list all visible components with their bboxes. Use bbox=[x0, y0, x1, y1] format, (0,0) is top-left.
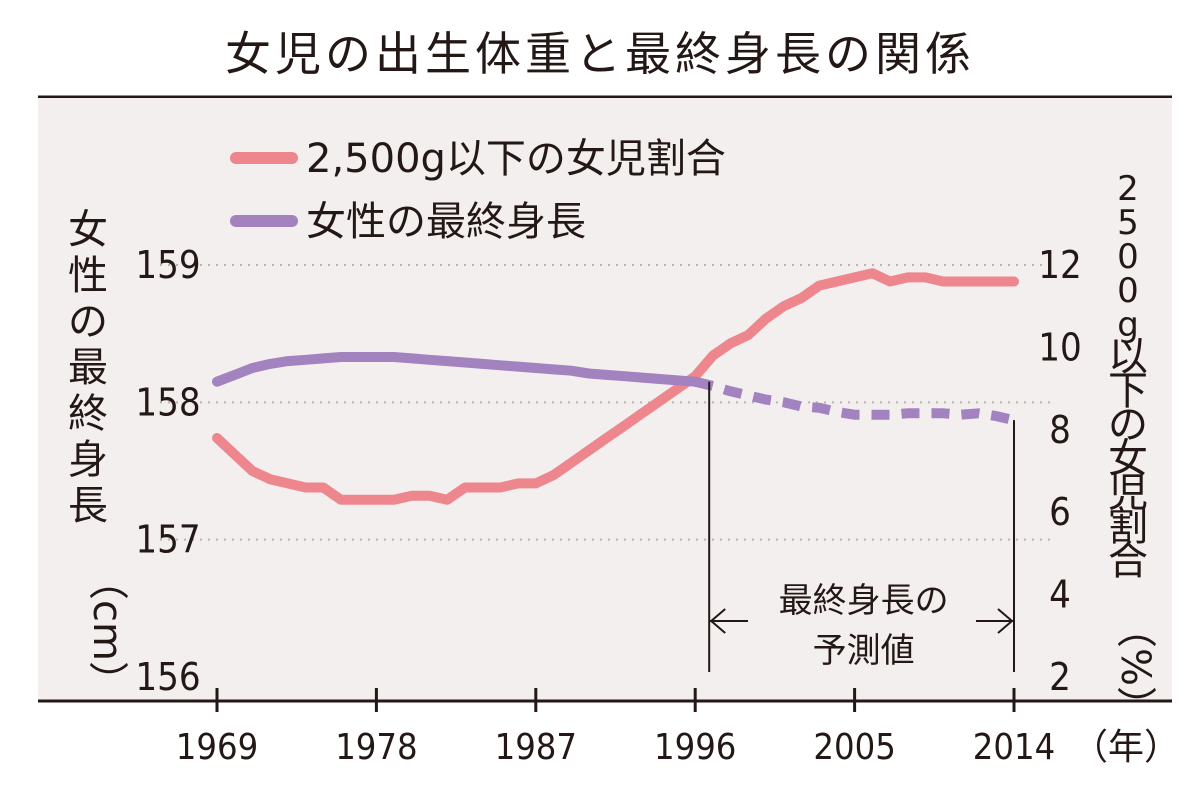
left-axis-title-char: 身 bbox=[68, 437, 108, 483]
right-axis-title-char: 以 bbox=[1108, 334, 1148, 380]
tick-labels: 156 157 158 159 2 4 6 8 10 12 1969 1978 1987 1996 2005… bbox=[135, 243, 1180, 768]
x-tick-label: 1978 bbox=[335, 727, 417, 768]
left-axis-title-char: 長 bbox=[68, 483, 108, 529]
left-tick-label: 156 bbox=[135, 655, 200, 699]
right-tick-label: 4 bbox=[1049, 573, 1071, 617]
right-tick-label: 10 bbox=[1038, 325, 1082, 369]
x-tick-label: 2005 bbox=[813, 727, 895, 768]
x-tick-label: 1969 bbox=[176, 727, 258, 768]
arrow-head-right bbox=[997, 608, 1014, 634]
right-axis-title-char: 児 bbox=[1108, 470, 1148, 516]
arrow-head-left bbox=[709, 608, 726, 634]
right-axis-title-char: 2 bbox=[1117, 169, 1139, 209]
right-tick-label: 2 bbox=[1049, 655, 1071, 699]
left-axis-title-char: 女 bbox=[68, 207, 108, 253]
right-axis-title-char: 0 bbox=[1117, 237, 1139, 277]
height-series-line bbox=[212, 352, 701, 387]
left-axis-title-char: の bbox=[68, 299, 108, 345]
projection-note-text: 最終身長の bbox=[779, 581, 949, 621]
lbw-series-line bbox=[212, 268, 1019, 505]
legend-label: 女性の最終身長 bbox=[306, 199, 586, 245]
x-tick-label: 1996 bbox=[654, 727, 736, 768]
left-tick-label: 158 bbox=[135, 380, 200, 424]
right-tick-label: 12 bbox=[1038, 243, 1082, 287]
right-tick-label: 6 bbox=[1049, 490, 1071, 534]
plot-background bbox=[38, 98, 1172, 700]
x-tick-label: 2014 bbox=[973, 727, 1055, 768]
series-layer bbox=[212, 268, 1019, 505]
right-axis-title-char: 割 bbox=[1108, 504, 1148, 550]
right-axis-title-char: 5 bbox=[1117, 203, 1139, 243]
x-unit-label: （年） bbox=[1072, 727, 1180, 768]
right-axis-title-char: 合 bbox=[1108, 538, 1148, 584]
right-axis-title-char: g bbox=[1117, 305, 1139, 345]
right-axis-title-char: の bbox=[1108, 402, 1148, 448]
left-axis-title-char: 最 bbox=[68, 345, 108, 391]
projection-note-text: 予測値 bbox=[813, 631, 915, 671]
left-axis-title-char: 終 bbox=[68, 391, 108, 437]
chart-title: 女児の出生体重と最終身長の関係 bbox=[225, 27, 975, 81]
height-series-projected-line bbox=[694, 376, 1016, 426]
right-axis-title-char: 女 bbox=[1108, 436, 1148, 482]
x-tick-label: 1987 bbox=[495, 727, 577, 768]
right-axis-title-unit: （%） bbox=[1112, 608, 1158, 726]
right-tick-label: 8 bbox=[1049, 408, 1071, 452]
right-axis-title-char: 下 bbox=[1108, 368, 1148, 414]
left-axis-title-char: 性 bbox=[68, 253, 108, 299]
left-tick-label: 157 bbox=[135, 518, 200, 562]
left-tick-label: 159 bbox=[135, 243, 200, 287]
right-axis-title-char: 0 bbox=[1117, 271, 1139, 311]
legend-label: 2,500g以下の女児割合 bbox=[306, 136, 726, 182]
left-axis-title-unit: （cm） bbox=[84, 560, 130, 701]
